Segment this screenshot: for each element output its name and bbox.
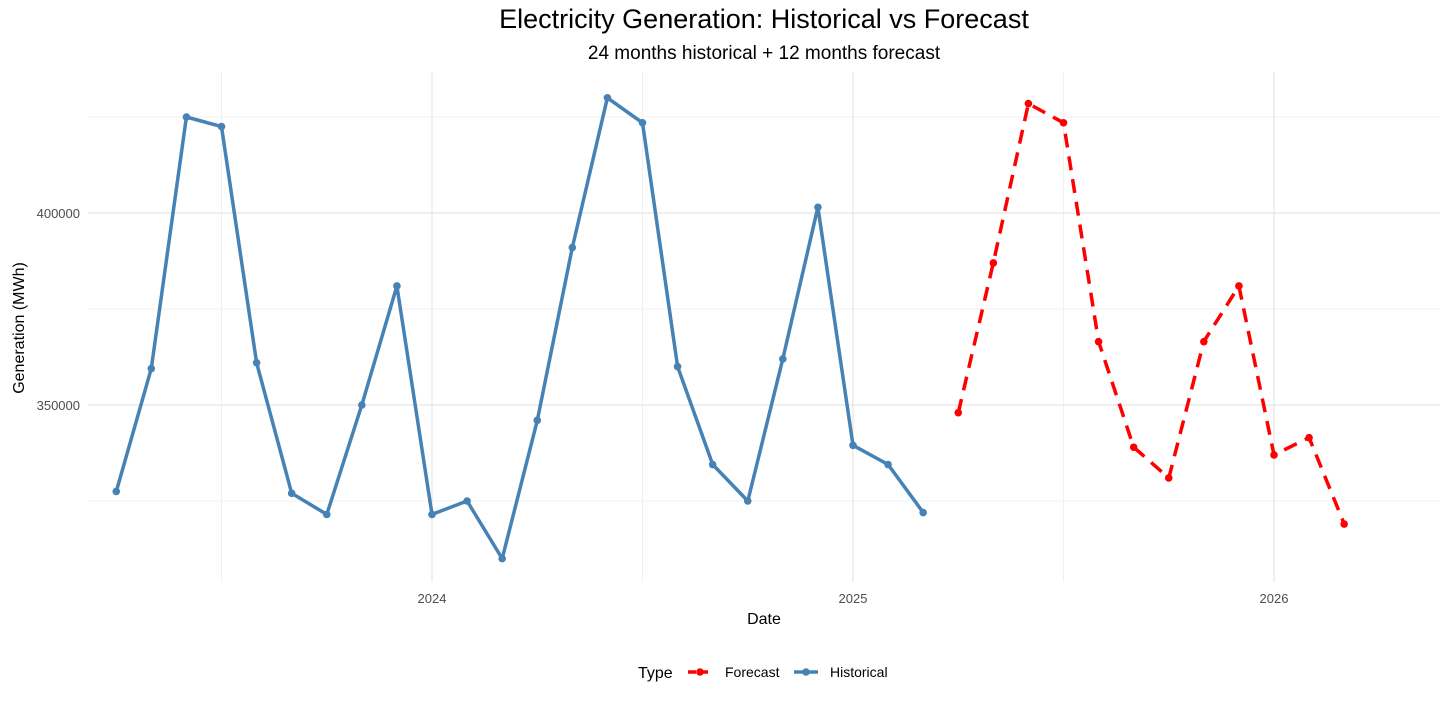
point-historical-4 (252, 358, 261, 367)
chart-title: Electricity Generation: Historical vs Fo… (499, 4, 1029, 34)
point-forecast-9 (1270, 451, 1278, 459)
point-historical-15 (638, 118, 647, 127)
point-forecast-6 (1164, 474, 1173, 482)
point-historical-21 (849, 441, 857, 450)
point-forecast-5 (1129, 443, 1138, 452)
legend-key-point-forecast (696, 668, 704, 676)
point-historical-2 (182, 113, 191, 121)
legend-label-forecast: Forecast (725, 664, 780, 680)
point-historical-12 (533, 416, 542, 425)
point-forecast-11 (1340, 520, 1348, 528)
point-historical-0 (112, 487, 121, 496)
point-historical-20 (814, 203, 822, 212)
point-historical-22 (884, 460, 892, 469)
point-historical-18 (743, 497, 752, 505)
point-historical-8 (393, 282, 401, 290)
point-historical-14 (603, 94, 612, 102)
y-axis-ticks: 350000 400000 (37, 206, 80, 413)
point-historical-10 (463, 497, 471, 505)
point-historical-19 (779, 355, 787, 363)
point-historical-6 (322, 510, 331, 519)
point-forecast-4 (1094, 337, 1103, 346)
y-tick-label-1: 400000 (37, 206, 80, 221)
series-line-historical (114, 96, 925, 561)
point-historical-5 (287, 489, 296, 498)
point-historical-11 (498, 554, 506, 563)
legend-title: Type (638, 665, 673, 682)
y-tick-label-0: 350000 (37, 398, 80, 413)
point-historical-1 (147, 364, 156, 373)
point-historical-13 (568, 243, 577, 252)
x-axis-ticks: 2024 2025 2026 (418, 591, 1289, 606)
series-line-forecast (956, 101, 1346, 525)
point-forecast-10 (1305, 433, 1313, 442)
point-historical-23 (919, 508, 927, 517)
legend-label-historical: Historical (830, 664, 888, 680)
grid (88, 72, 1440, 582)
y-axis-title: Generation (MWh) (11, 262, 28, 394)
series-layer (112, 94, 1348, 563)
x-tick-label-2: 2026 (1260, 591, 1289, 606)
x-axis-title: Date (747, 611, 781, 628)
point-forecast-7 (1200, 337, 1208, 346)
point-forecast-2 (1024, 99, 1033, 108)
point-historical-9 (428, 510, 436, 519)
chart-subtitle: 24 months historical + 12 months forecas… (587, 43, 941, 64)
point-historical-7 (358, 401, 366, 409)
point-forecast-8 (1235, 282, 1243, 290)
x-tick-label-0: 2024 (418, 591, 447, 606)
legend: Type Forecast Historical (638, 664, 888, 682)
point-forecast-3 (1059, 118, 1068, 127)
point-historical-3 (217, 122, 226, 131)
point-forecast-0 (954, 408, 963, 417)
point-historical-17 (708, 460, 717, 469)
point-historical-16 (673, 362, 682, 371)
x-tick-label-1: 2025 (839, 591, 868, 606)
legend-key-point-historical (802, 668, 810, 676)
point-forecast-1 (989, 259, 998, 267)
